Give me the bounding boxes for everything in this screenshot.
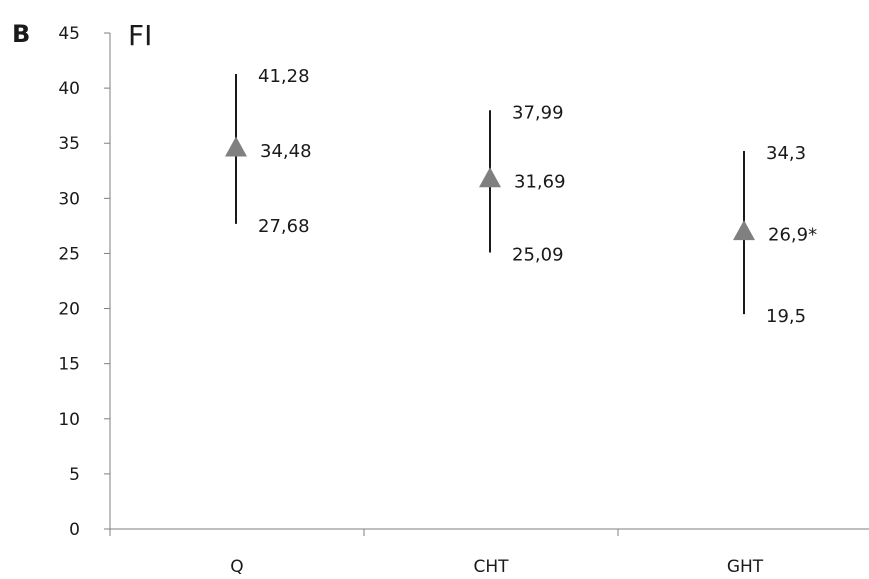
x-category-label: GHT [727, 557, 764, 577]
lower-value-label: 19,5 [766, 306, 806, 327]
axes: 0 5 10 15 20 25 30 35 40 45 Q CHT GHT [58, 24, 869, 577]
mean-value-label: 34,48 [260, 141, 312, 162]
x-category-label: Q [230, 557, 243, 577]
mean-marker [479, 167, 501, 188]
y-tick-label: 35 [58, 134, 80, 154]
x-category-label: CHT [473, 557, 509, 577]
y-tick-label: 30 [58, 189, 80, 209]
mean-value-label: 31,69 [514, 172, 566, 193]
upper-value-label: 41,28 [258, 66, 310, 87]
data-marks: 41,28 34,48 27,68 37,99 31,69 25,09 34,3 26,9* 1… [225, 66, 817, 327]
chart-title: FI [128, 19, 152, 52]
mean-marker [733, 220, 755, 241]
y-tick-label: 25 [58, 244, 80, 264]
mean-value-label: 26,9* [768, 225, 817, 246]
y-tick-label: 40 [58, 79, 80, 99]
y-tick-label: 20 [58, 300, 80, 320]
upper-value-label: 37,99 [512, 102, 564, 123]
y-tick-label: 15 [58, 355, 80, 375]
mean-marker [225, 136, 247, 157]
y-tick-label: 10 [58, 410, 80, 430]
lower-value-label: 25,09 [512, 244, 564, 265]
y-tick-label: 5 [69, 465, 80, 485]
y-tick-label: 45 [58, 24, 80, 44]
y-tick-label: 0 [69, 520, 80, 540]
upper-value-label: 34,3 [766, 143, 806, 164]
lower-value-label: 27,68 [258, 216, 310, 237]
panel-letter: B [12, 20, 30, 48]
